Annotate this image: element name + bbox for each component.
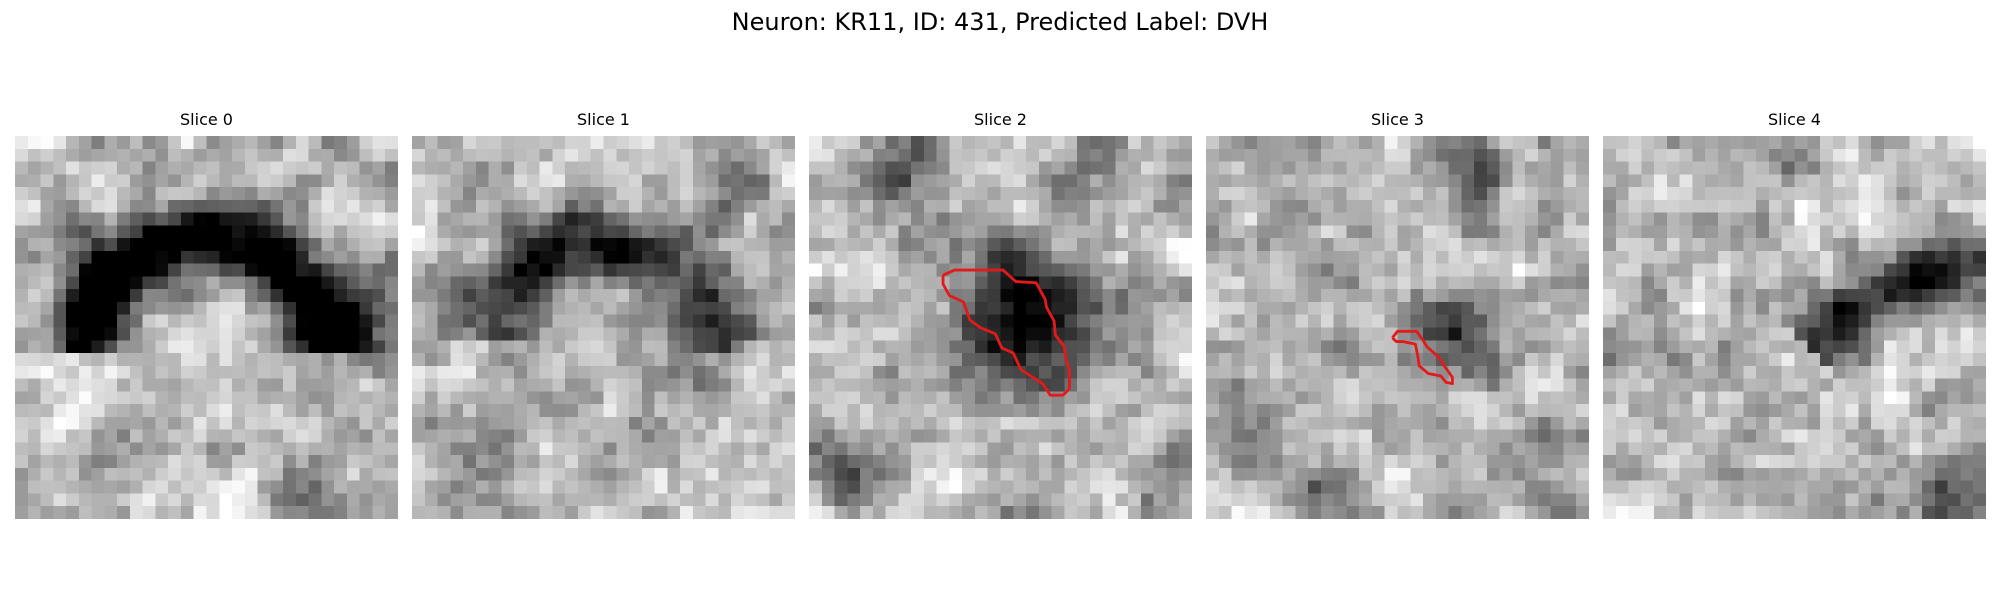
slice-0-image (15, 136, 398, 519)
slice-2-image (809, 136, 1192, 519)
slice-panel-2: Slice 2 (809, 110, 1192, 519)
slice-1-image (412, 136, 795, 519)
slice-panel-1: Slice 1 (412, 110, 795, 519)
slice-panel-0: Slice 0 (15, 110, 398, 519)
slice-title: Slice 2 (974, 110, 1027, 129)
slice-panel-3: Slice 3 (1206, 110, 1589, 519)
slice-title: Slice 1 (577, 110, 630, 129)
slice-title: Slice 4 (1768, 110, 1821, 129)
slice-4-image (1603, 136, 1986, 519)
figure-title: Neuron: KR11, ID: 431, Predicted Label: … (731, 8, 1269, 36)
roi-contour (941, 268, 1071, 397)
roi-contour (1391, 329, 1454, 386)
slice-title: Slice 0 (180, 110, 233, 129)
slice-3-image (1206, 136, 1589, 519)
slice-title: Slice 3 (1371, 110, 1424, 129)
slice-panel-4: Slice 4 (1603, 110, 1986, 519)
